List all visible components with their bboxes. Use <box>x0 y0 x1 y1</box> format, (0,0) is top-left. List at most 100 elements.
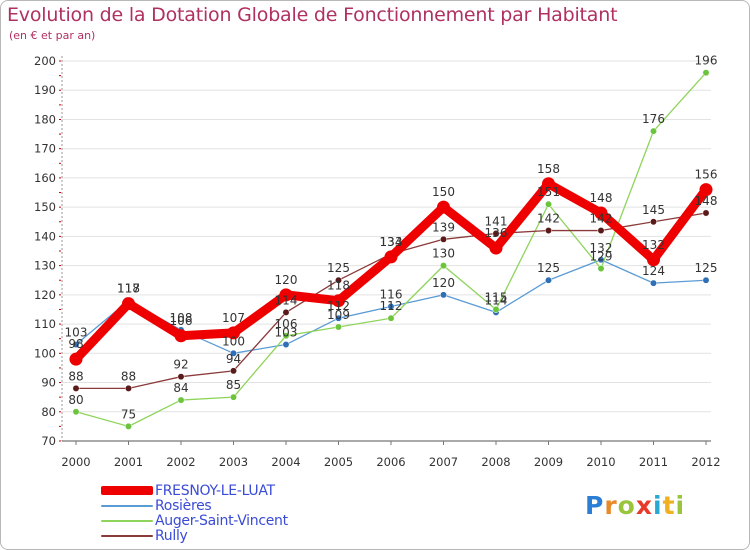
data-label: 196 <box>695 54 718 68</box>
data-point <box>282 332 290 340</box>
data-label: 150 <box>432 185 455 199</box>
data-point <box>647 253 660 267</box>
data-point <box>387 314 395 322</box>
data-label: 108 <box>170 311 193 325</box>
logo-letter: r <box>604 491 618 520</box>
data-point <box>174 329 188 343</box>
data-label: 118 <box>117 282 140 296</box>
data-point <box>282 341 290 348</box>
data-point <box>702 209 710 217</box>
data-label: 129 <box>590 250 613 264</box>
data-point <box>594 206 608 220</box>
data-point <box>72 408 80 416</box>
series-rully <box>72 209 710 392</box>
data-point <box>545 200 552 208</box>
data-point <box>440 262 447 270</box>
data-point <box>597 265 605 272</box>
data-point <box>440 291 447 299</box>
data-point <box>335 276 342 284</box>
data-point <box>69 352 83 366</box>
data-point <box>177 373 185 381</box>
data-label: 133 <box>380 235 403 249</box>
series-fresnoy-le-luat <box>69 177 713 366</box>
data-label: 116 <box>380 288 403 302</box>
chart-title: Evolution de la Dotation Globale de Fonc… <box>7 4 618 26</box>
data-label: 148 <box>590 191 613 205</box>
data-label: 114 <box>275 293 298 307</box>
data-label: 98 <box>68 337 83 351</box>
chart-legend: FRESNOY-LE-LUAT Rosières Auger-Saint-Vince… <box>101 482 288 544</box>
data-label: 156 <box>695 168 718 182</box>
data-label: 118 <box>327 279 350 293</box>
logo-letter: i <box>653 491 663 520</box>
y-tick-label: 160 <box>34 171 56 185</box>
x-tick-label: 2008 <box>481 455 510 469</box>
data-label: 80 <box>68 393 83 407</box>
data-point <box>702 276 710 284</box>
data-label: 100 <box>222 334 245 348</box>
data-label: 103 <box>65 326 88 340</box>
logo-letter: x <box>635 491 653 520</box>
x-tick-label: 2006 <box>376 455 405 469</box>
data-label: 120 <box>432 276 455 290</box>
data-label: 92 <box>173 358 188 372</box>
data-label: 176 <box>642 112 665 126</box>
data-point <box>489 241 503 255</box>
legend-item: FRESNOY-LE-LUAT <box>101 482 288 499</box>
series-line <box>71 179 711 364</box>
legend-item: Rully <box>101 528 288 544</box>
legend-item: Auger-Saint-Vincent <box>101 512 288 529</box>
data-point <box>384 250 398 264</box>
y-tick-label: 140 <box>34 229 56 243</box>
data-label: 94 <box>226 352 241 366</box>
data-point <box>437 200 450 214</box>
data-label: 84 <box>173 381 188 395</box>
legend-label: Rosières <box>155 497 212 514</box>
legend-label: Auger-Saint-Vincent <box>155 512 288 529</box>
data-point <box>699 183 713 197</box>
data-point <box>650 127 657 135</box>
data-label: 106 <box>275 317 298 331</box>
data-point <box>650 279 657 287</box>
logo-letter: i <box>675 491 686 520</box>
y-tick-label: 90 <box>41 376 56 390</box>
y-tick-label: 170 <box>34 142 56 156</box>
legend-item: Rosières <box>101 497 288 514</box>
x-tick-label: 2002 <box>166 455 195 469</box>
data-point <box>227 326 240 340</box>
data-point <box>230 367 237 375</box>
legend-swatch <box>101 486 153 495</box>
data-point <box>492 306 500 313</box>
y-tick-label: 190 <box>34 83 56 97</box>
data-label: 132 <box>642 238 665 252</box>
x-tick-label: 2005 <box>324 455 353 469</box>
data-point <box>545 276 552 284</box>
y-tick-label: 70 <box>41 434 56 448</box>
y-tick-label: 110 <box>34 317 56 331</box>
data-label: 125 <box>695 261 718 275</box>
data-point <box>542 177 555 191</box>
data-point <box>125 422 132 430</box>
data-point <box>230 393 237 401</box>
data-label: 88 <box>68 369 83 383</box>
x-tick-label: 2007 <box>429 455 458 469</box>
legend-swatch <box>101 519 153 522</box>
data-label: 114 <box>485 293 508 307</box>
data-point <box>72 341 80 348</box>
data-label: 115 <box>485 290 508 304</box>
x-tick-label: 2010 <box>586 455 615 469</box>
data-label: 125 <box>327 261 350 275</box>
data-point <box>72 384 80 392</box>
legend-label: FRESNOY-LE-LUAT <box>155 482 275 499</box>
x-tick-label: 2003 <box>219 455 248 469</box>
data-label: 158 <box>537 162 560 176</box>
x-tick-label: 2012 <box>691 455 720 469</box>
data-label: 75 <box>121 407 136 421</box>
proxiti-logo: Proxiti <box>585 491 685 520</box>
data-point <box>597 227 605 234</box>
y-tick-label: 120 <box>34 288 56 302</box>
data-label: 136 <box>485 226 508 240</box>
data-label: 141 <box>485 214 508 228</box>
